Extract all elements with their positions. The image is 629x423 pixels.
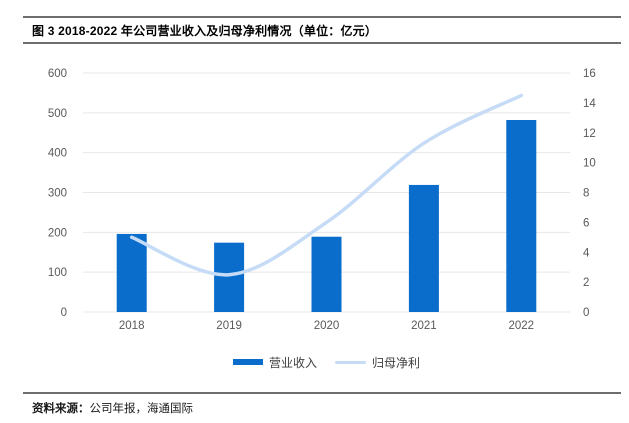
left-axis-tick-0: 0 bbox=[61, 307, 67, 319]
left-axis-tick-600: 600 bbox=[48, 68, 67, 80]
bar-2020 bbox=[311, 236, 342, 312]
legend-label-profit: 归母净利 bbox=[372, 355, 421, 370]
source-label: 资料来源： bbox=[32, 403, 90, 415]
figure-title-block: 图 3 2018-2022 年公司营业收入及归母净利情况（单位：亿元） bbox=[23, 16, 621, 44]
profit-line bbox=[129, 93, 524, 277]
chart-legend: 营业收入 归母净利 bbox=[83, 352, 570, 372]
left-axis-tick-200: 200 bbox=[48, 227, 67, 239]
left-axis-tick-400: 400 bbox=[48, 148, 67, 160]
x-axis-label-2021: 2021 bbox=[411, 320, 437, 332]
revenue-bar-swatch-icon bbox=[232, 359, 263, 365]
left-axis-tick-500: 500 bbox=[48, 108, 67, 120]
source-block: 资料来源：公司年报，海通国际 bbox=[23, 392, 621, 416]
bar-2022 bbox=[506, 120, 537, 313]
legend-label-revenue: 营业收入 bbox=[268, 355, 317, 370]
legend-item-revenue: 营业收入 bbox=[232, 354, 317, 371]
right-axis-tick-4: 4 bbox=[583, 247, 590, 259]
source-text: 公司年报，海通国际 bbox=[89, 403, 194, 415]
left-axis-tick-100: 100 bbox=[48, 267, 67, 279]
bar-2018 bbox=[116, 233, 147, 312]
x-axis-label-2018: 2018 bbox=[119, 320, 145, 332]
right-axis-tick-0: 0 bbox=[583, 307, 589, 319]
right-axis-tick-8: 8 bbox=[583, 188, 589, 200]
left-axis-tick-300: 300 bbox=[48, 188, 67, 200]
figure-title: 图 3 2018-2022 年公司营业收入及归母净利情况（单位：亿元） bbox=[32, 23, 378, 38]
legend-item-profit: 归母净利 bbox=[335, 354, 420, 371]
right-axis-tick-6: 6 bbox=[583, 217, 589, 229]
bar-2021 bbox=[408, 184, 439, 312]
x-axis-label-2020: 2020 bbox=[314, 320, 340, 332]
x-axis-label-2022: 2022 bbox=[509, 320, 535, 332]
right-axis-tick-2: 2 bbox=[583, 277, 589, 289]
right-axis-tick-16: 16 bbox=[583, 68, 596, 80]
bar-2019 bbox=[214, 242, 245, 312]
x-axis-label-2019: 2019 bbox=[216, 320, 242, 332]
right-axis-tick-10: 10 bbox=[583, 158, 596, 170]
right-axis-tick-14: 14 bbox=[583, 98, 596, 110]
profit-line-swatch-icon bbox=[335, 360, 366, 364]
right-axis-tick-12: 12 bbox=[583, 128, 596, 140]
